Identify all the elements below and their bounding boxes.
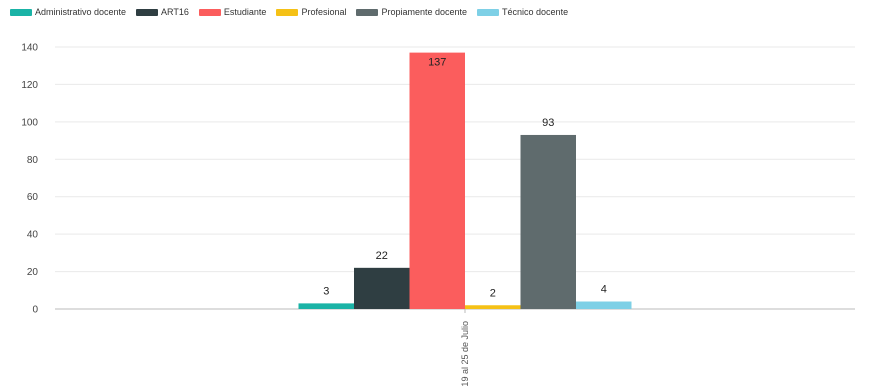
legend-item[interactable]: Administrativo docente: [10, 7, 126, 17]
data-label: 4: [601, 284, 607, 296]
bar: [354, 267, 410, 309]
legend-label: Profesional: [301, 7, 347, 17]
legend-item[interactable]: Técnico docente: [477, 7, 568, 17]
y-tick-label: 60: [27, 192, 39, 203]
data-label: 137: [428, 57, 446, 69]
legend-swatch: [198, 8, 221, 16]
legend-item[interactable]: Estudiante: [198, 7, 267, 17]
bar: [520, 134, 576, 309]
legend-swatch: [356, 8, 379, 16]
legend-item[interactable]: ART16: [136, 7, 189, 17]
chart-legend: Administrativo docente ART16 Estudiante Pro…: [10, 7, 568, 17]
legend-label: Propiamente docente: [381, 7, 468, 17]
legend-label: ART16: [161, 7, 189, 17]
legend-label: Técnico docente: [502, 7, 569, 17]
legend-label: Administrativo docente: [35, 7, 127, 17]
data-label: 3: [323, 285, 329, 297]
legend-label: Estudiante: [223, 7, 267, 17]
legend-item[interactable]: Profesional: [276, 7, 346, 17]
legend-swatch: [10, 8, 32, 16]
bar: [298, 303, 354, 309]
y-tick-label: 0: [32, 305, 38, 316]
y-tick-label: 40: [27, 230, 39, 241]
legend-item[interactable]: Propiamente docente: [356, 7, 467, 17]
legend-swatch: [136, 8, 159, 16]
legend-swatch: [477, 8, 500, 16]
y-tick-label: 120: [21, 80, 38, 91]
y-tick-label: 140: [21, 43, 38, 54]
bar: [409, 52, 465, 309]
data-label: 22: [376, 250, 388, 262]
x-tick-label: 19 al 25 de Julio: [460, 321, 470, 387]
bar: [576, 301, 632, 309]
y-tick-label: 20: [27, 267, 39, 278]
data-label: 93: [542, 117, 554, 129]
y-tick-label: 100: [21, 117, 38, 128]
bar: [465, 305, 521, 309]
legend-swatch: [276, 8, 299, 16]
y-tick-label: 80: [27, 155, 39, 166]
data-label: 2: [490, 287, 496, 299]
